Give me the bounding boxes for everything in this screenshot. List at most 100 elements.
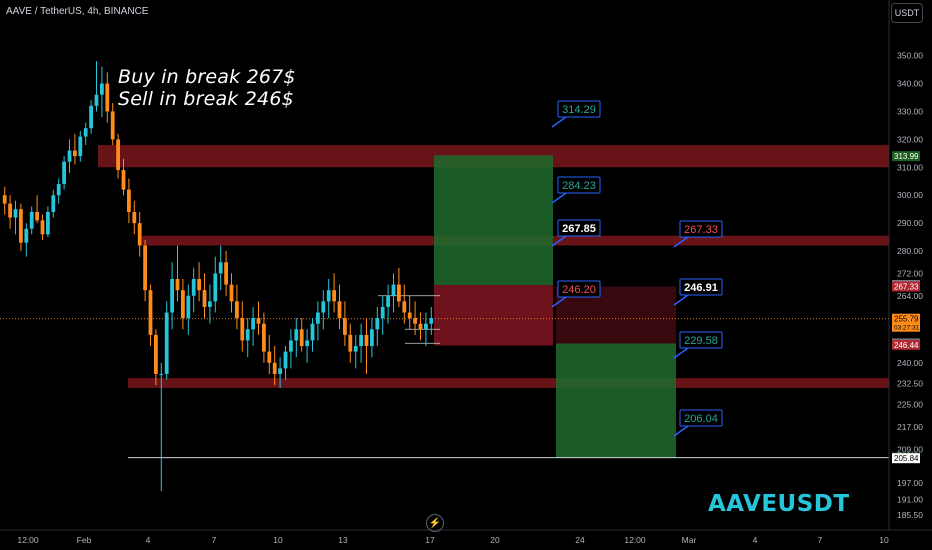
level-label-text: 246.91 <box>684 282 718 294</box>
candle-body <box>272 362 277 374</box>
time-tick: 10 <box>273 535 283 545</box>
candle-body <box>380 306 385 319</box>
candle-body <box>229 284 234 302</box>
candle-body <box>256 318 261 324</box>
candle-body <box>332 290 336 302</box>
candle-body <box>386 295 390 307</box>
candle-body <box>397 284 401 302</box>
level-label-text: 267.85 <box>562 223 596 235</box>
candle-body <box>418 323 423 330</box>
price-badge <box>892 151 920 162</box>
level-label-text: 267.33 <box>684 224 718 236</box>
candle-body <box>267 351 272 363</box>
candle-body <box>299 329 304 347</box>
time-axis[interactable]: 12:00 Feb 4 7 10 13 17 20 24 12:00 Mar 4 7 10 <box>0 529 932 545</box>
level-label-box <box>679 331 723 349</box>
label-pointer <box>673 236 689 248</box>
candle-body <box>402 301 407 313</box>
candle-body <box>46 211 50 235</box>
candle-body <box>110 111 115 140</box>
candle-body <box>337 301 342 319</box>
currency-button[interactable]: USDT <box>891 3 923 23</box>
price-tick: 290.00 <box>897 218 923 228</box>
candle-body <box>62 161 66 185</box>
level-label-text: 314.29 <box>562 104 596 116</box>
candle-body <box>29 211 34 229</box>
candle-body <box>375 318 380 330</box>
candle-body <box>137 223 142 246</box>
candle-body <box>391 284 396 296</box>
level-label-box <box>679 409 723 427</box>
candle-body <box>191 279 196 296</box>
level-label-box <box>557 100 601 118</box>
price-tick: 280.00 <box>897 246 923 256</box>
price-tick: 209.00 <box>897 444 923 454</box>
candle-body <box>424 323 428 330</box>
level-label-box <box>679 278 723 296</box>
candle-body <box>175 279 180 291</box>
price-badge-text: 267.33 <box>894 282 919 291</box>
candle-body <box>40 220 45 235</box>
label-pointer <box>551 116 567 128</box>
candle-body <box>19 209 23 243</box>
candle-body <box>251 318 255 330</box>
lightning-icon[interactable]: ⚡ <box>426 514 444 532</box>
candle-body <box>218 262 223 274</box>
time-tick: 12:00 <box>17 535 39 545</box>
time-tick: 4 <box>146 535 151 545</box>
label-pointer <box>673 347 689 359</box>
price-badge <box>892 339 920 350</box>
candle-body <box>224 262 228 285</box>
candle-body <box>170 279 174 313</box>
candle-body <box>407 312 412 319</box>
time-tick: 17 <box>425 535 435 545</box>
price-tick: 185.50 <box>897 510 923 520</box>
candle-body <box>294 329 299 341</box>
time-tick: 20 <box>490 535 500 545</box>
candle-body <box>364 334 369 347</box>
price-badge-subtext: 03:27:31 <box>894 325 920 332</box>
price-tick: 191.00 <box>897 495 923 505</box>
candle-body <box>154 334 158 374</box>
price-badge-text: 205.84 <box>894 454 919 463</box>
candle-body <box>67 150 72 162</box>
candle-body <box>213 273 218 302</box>
price-tick: 272.00 <box>897 268 923 278</box>
label-pointer <box>551 296 567 308</box>
candle-body <box>83 128 88 137</box>
candle-body <box>310 323 315 341</box>
candle-body <box>116 139 120 171</box>
candle-body <box>35 211 39 221</box>
candle-body <box>143 245 147 291</box>
price-badge <box>892 313 920 332</box>
time-tick: 7 <box>818 535 823 545</box>
candle-body <box>127 189 131 212</box>
candle-body <box>181 290 185 319</box>
candle-body <box>316 312 320 324</box>
candle-body <box>78 136 83 157</box>
note-buy: Buy in break 267$ <box>118 66 296 88</box>
candle-body <box>278 368 282 374</box>
price-badge-text: 313.99 <box>894 152 919 161</box>
long-stop-box <box>434 285 553 346</box>
candle-body <box>94 94 99 106</box>
price-tick: 330.00 <box>897 106 923 116</box>
level-label-text: 246.20 <box>562 284 596 296</box>
candle-body <box>89 105 93 129</box>
candle-body <box>326 290 331 302</box>
candle-body <box>2 195 7 204</box>
candle-body <box>240 318 245 341</box>
candle-body <box>186 295 191 319</box>
level-label-text: 206.04 <box>684 413 718 425</box>
price-tick: 264.00 <box>897 291 923 301</box>
time-tick: 12:00 <box>624 535 646 545</box>
candle-body <box>24 228 29 243</box>
level-label-box <box>679 220 723 238</box>
level-label-box <box>557 219 601 237</box>
label-pointer <box>673 294 689 306</box>
symbol-title: AAVE / TetherUS, 4h, BINANCE <box>6 6 149 17</box>
price-axis[interactable]: 350.00 340.00 330.00 320.00 310.00 300.00 290.… <box>888 0 923 530</box>
candle-body <box>56 184 61 196</box>
price-tick: 240.00 <box>897 358 923 368</box>
